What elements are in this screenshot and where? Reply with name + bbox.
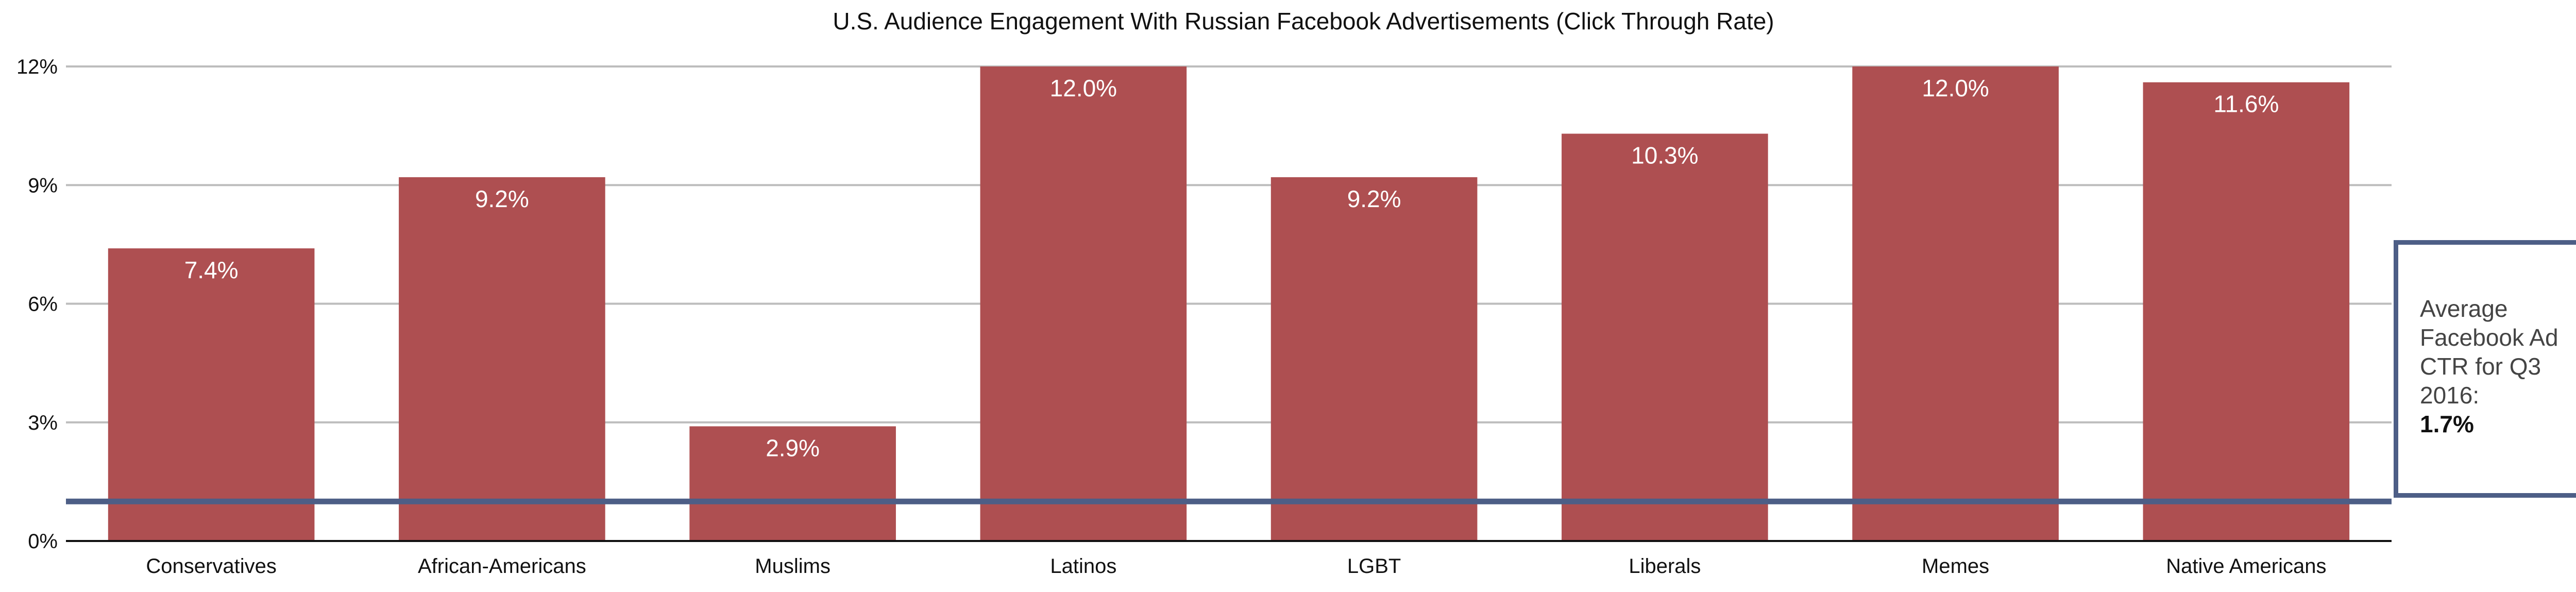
y-tick-label: 3%: [28, 412, 58, 434]
bar-value-label: 9.2%: [1347, 185, 1401, 212]
annotation-line: CTR for Q3: [2420, 353, 2541, 380]
x-category-label: African-Americans: [418, 555, 586, 578]
x-category-label: Conservatives: [146, 555, 276, 578]
chart-title: U.S. Audience Engagement With Russian Fa…: [833, 8, 1774, 35]
bar: [980, 66, 1187, 541]
bar: [2143, 82, 2350, 541]
bar: [108, 248, 315, 541]
bar-value-label: 7.4%: [184, 257, 239, 283]
annotation-line: Average: [2420, 295, 2508, 322]
x-category-label: Liberals: [1629, 555, 1701, 578]
bar-value-label: 12.0%: [1922, 75, 1989, 102]
bars: [108, 66, 2350, 542]
bar: [399, 177, 605, 541]
average-ctr-annotation-text: Average Facebook Ad CTR for Q3 2016: 1.7…: [2420, 294, 2576, 438]
average-ctr-annotation-box: Average Facebook Ad CTR for Q3 2016: 1.7…: [2394, 240, 2576, 498]
x-category-label: Native Americans: [2166, 555, 2326, 578]
bar-value-label: 2.9%: [766, 434, 820, 461]
bar-value-label: 10.3%: [1631, 142, 1698, 168]
bar: [689, 426, 896, 541]
bar-value-label: 9.2%: [475, 185, 529, 212]
annotation-value: 1.7%: [2420, 411, 2474, 437]
bar-value-label: 12.0%: [1050, 75, 1117, 102]
y-tick-label: 9%: [28, 174, 58, 197]
bar: [1562, 133, 1768, 542]
x-category-label: Muslims: [755, 555, 831, 578]
x-axis-category-labels: Conservatives African-Americans Muslims Lat…: [146, 555, 2326, 578]
y-tick-label: 12%: [16, 56, 58, 78]
annotation-line: 2016:: [2420, 382, 2480, 409]
y-tick-label: 0%: [28, 530, 58, 553]
bar-value-label: 11.6%: [2213, 91, 2279, 117]
x-category-label: LGBT: [1347, 555, 1401, 578]
bar: [1270, 177, 1478, 541]
data-labels: 7.4% 9.2% 2.9% 12.0% 9.2% 10.3% 12.0% 11.6%: [184, 75, 2279, 461]
x-category-label: Memes: [1922, 555, 1989, 578]
x-category-label: Latinos: [1050, 555, 1116, 578]
bar: [1852, 66, 2059, 541]
y-tick-label: 6%: [28, 293, 58, 316]
annotation-line: Facebook Ad: [2420, 324, 2558, 351]
y-axis-tick-labels: 0% 3% 6% 9% 12%: [16, 56, 58, 553]
